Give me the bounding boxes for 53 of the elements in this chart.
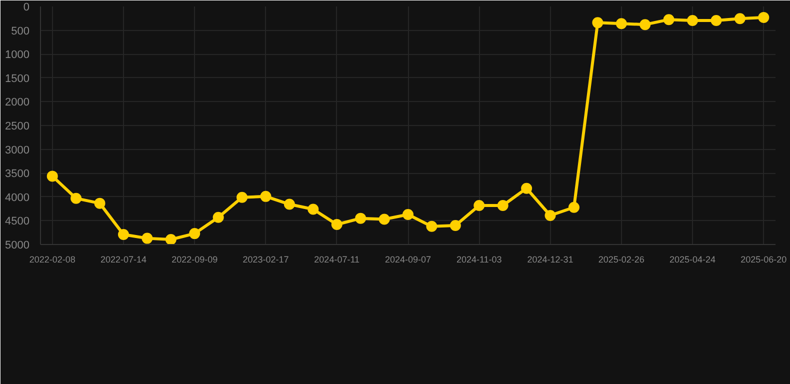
point [46,170,58,182]
point [308,204,319,215]
point [450,220,461,231]
point [378,214,390,225]
x-tick-label: 2025-04-24 [670,254,716,264]
point [474,200,485,211]
point [521,182,532,194]
point [94,198,106,209]
y-tick-label: 2000 [5,96,30,109]
point [616,18,627,30]
point [426,220,438,232]
point [118,229,129,240]
x-tick-label: 2025-06-20 [740,254,787,264]
point [592,17,604,28]
x-tick-label: 2022-07-14 [100,254,147,264]
x-tick-label: 2024-07-11 [314,254,360,264]
point [260,190,272,202]
y-tick-label: 0 [23,2,30,14]
y-tick-label: 500 [11,25,30,38]
point [212,212,224,223]
y-tick-label: 2500 [5,120,30,132]
point [497,200,508,211]
x-tick-label: 2024-09-07 [384,254,432,264]
x-tick-label: 2024-11-03 [456,254,502,264]
point [663,14,674,26]
point [710,15,722,26]
x-tick-label: 2024-12-31 [527,254,574,264]
y-tick-label: 1000 [5,49,30,62]
y-tick-label: 3500 [5,168,30,180]
x-tick-label: 2022-09-09 [172,254,218,264]
y-tick-label: 4000 [5,192,30,204]
point [70,192,82,204]
x-tick-label: 2023-02-17 [242,254,289,264]
point [236,192,248,203]
x-tick-label: 2025-02-26 [598,254,644,264]
point [544,210,556,221]
point [568,202,580,213]
point [142,232,153,244]
y-tick-label: 3000 [5,144,30,156]
point [758,12,770,23]
point [355,212,366,224]
point [640,19,651,30]
point [284,198,295,210]
point [165,234,176,244]
point [402,209,414,220]
point [734,13,746,24]
point [189,228,200,240]
point [687,15,698,26]
x-tick-label: 2022-02-08 [29,254,76,264]
y-tick-label: 1500 [5,72,30,85]
y-tick-label: 5000 [5,240,30,252]
y-tick-label: 4500 [5,216,30,228]
point [331,219,342,230]
